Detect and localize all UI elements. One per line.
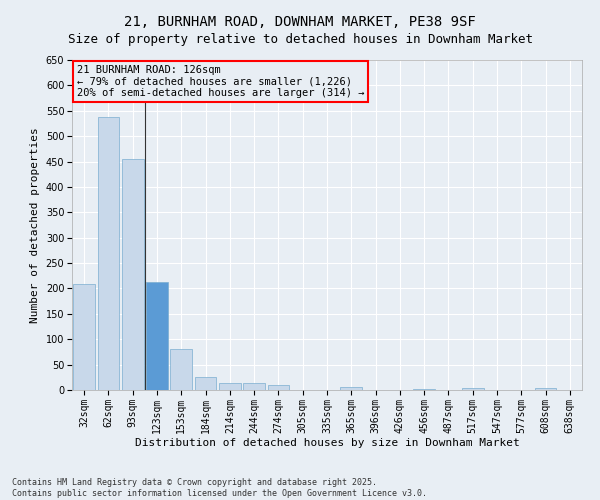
Bar	[535, 388, 556, 390]
Bar	[97, 118, 119, 390]
Text: 21 BURNHAM ROAD: 126sqm
← 79% of detached houses are smaller (1,226)
20% of semi: 21 BURNHAM ROAD: 126sqm ← 79% of detache…	[77, 65, 365, 98]
Bar	[146, 282, 168, 390]
Bar	[170, 350, 192, 390]
X-axis label: Distribution of detached houses by size in Downham Market: Distribution of detached houses by size …	[134, 438, 520, 448]
Bar	[73, 284, 95, 390]
Text: Contains HM Land Registry data © Crown copyright and database right 2025.
Contai: Contains HM Land Registry data © Crown c…	[12, 478, 427, 498]
Bar	[462, 388, 484, 390]
Bar	[219, 383, 241, 390]
Bar	[268, 385, 289, 390]
Bar	[122, 159, 143, 390]
Bar	[243, 384, 265, 390]
Bar	[340, 388, 362, 390]
Bar	[194, 377, 217, 390]
Bar	[413, 389, 435, 390]
Text: Size of property relative to detached houses in Downham Market: Size of property relative to detached ho…	[67, 32, 533, 46]
Text: 21, BURNHAM ROAD, DOWNHAM MARKET, PE38 9SF: 21, BURNHAM ROAD, DOWNHAM MARKET, PE38 9…	[124, 15, 476, 29]
Y-axis label: Number of detached properties: Number of detached properties	[30, 127, 40, 323]
